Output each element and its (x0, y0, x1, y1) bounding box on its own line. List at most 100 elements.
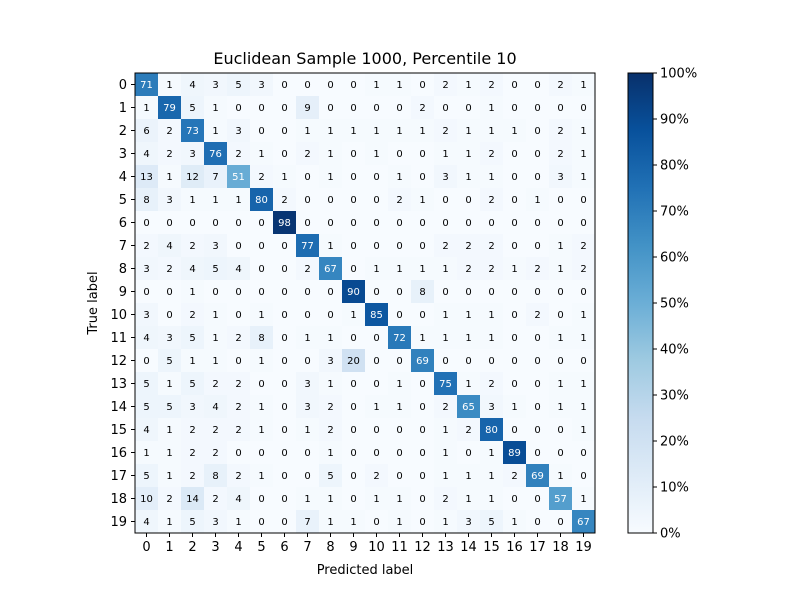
cell-value-label: 0 (511, 218, 517, 229)
heatmap-cell (434, 257, 458, 281)
heatmap-cell (526, 188, 550, 212)
colorbar-tick-label: 100% (660, 67, 697, 82)
cell-value-label: 0 (442, 287, 448, 298)
cell-value-label: 1 (373, 126, 379, 137)
heatmap-cell (135, 119, 159, 143)
y-tick-label: 3 (119, 147, 127, 162)
heatmap-cell (480, 73, 504, 97)
cell-value-label: 0 (235, 448, 241, 459)
heatmap-cell (250, 418, 274, 442)
cell-value-label: 0 (534, 103, 540, 114)
heatmap-cell (388, 73, 412, 97)
cell-value-label: 1 (465, 379, 471, 390)
cell-value-label: 0 (488, 356, 494, 367)
colorbar-tick-label: 70% (660, 205, 689, 220)
colorbar-tick-label: 10% (660, 481, 689, 496)
cell-value-label: 1 (580, 402, 586, 413)
heatmap-cell (503, 257, 527, 281)
heatmap-cell (296, 280, 320, 304)
cell-value-label: 3 (235, 126, 241, 137)
heatmap-cell (135, 280, 159, 304)
heatmap-cell (204, 211, 228, 235)
cell-value-label: 0 (212, 287, 218, 298)
cell-value-label: 0 (304, 310, 310, 321)
heatmap-cell (434, 418, 458, 442)
cell-value-label: 79 (163, 103, 176, 114)
heatmap-cell (572, 464, 596, 488)
heatmap-cell (388, 165, 412, 189)
cell-value-label: 0 (419, 172, 425, 183)
cell-value-label: 2 (580, 241, 586, 252)
heatmap-cell (388, 234, 412, 258)
y-tick-label: 4 (119, 170, 127, 185)
cell-value-label: 0 (396, 218, 402, 229)
cell-value-label: 2 (212, 494, 218, 505)
y-tick-label: 19 (110, 515, 127, 530)
cell-value-label: 0 (281, 356, 287, 367)
heatmap-cell (273, 510, 297, 534)
heatmap-cell (250, 96, 274, 120)
cell-value-label: 5 (166, 356, 172, 367)
heatmap-cell (204, 96, 228, 120)
heatmap-cell (135, 234, 159, 258)
cell-value-label: 0 (235, 103, 241, 114)
cell-value-label: 0 (258, 517, 264, 528)
heatmap-cell (526, 349, 550, 373)
cell-value-label: 1 (442, 425, 448, 436)
heatmap-cell (411, 234, 435, 258)
heatmap-cell (365, 257, 389, 281)
x-tick-label: 8 (326, 540, 334, 555)
cell-value-label: 1 (327, 448, 333, 459)
heatmap-cell (250, 257, 274, 281)
cell-value-label: 2 (235, 149, 241, 160)
cell-value-label: 2 (281, 195, 287, 206)
cell-value-label: 1 (373, 80, 379, 91)
cell-value-label: 0 (396, 241, 402, 252)
cell-value-label: 0 (419, 402, 425, 413)
cell-value-label: 2 (373, 471, 379, 482)
cell-value-label: 2 (235, 425, 241, 436)
heatmap-cell (181, 142, 205, 166)
heatmap-cell (503, 234, 527, 258)
heatmap-cell (434, 119, 458, 143)
cell-value-label: 2 (166, 264, 172, 275)
heatmap-cell (158, 326, 182, 350)
heatmap-cell (549, 280, 573, 304)
heatmap-cell (181, 119, 205, 143)
heatmap-cell (434, 280, 458, 304)
cell-value-label: 2 (557, 126, 563, 137)
heatmap-cell (342, 119, 366, 143)
heatmap-cell (250, 188, 274, 212)
heatmap-cell (480, 464, 504, 488)
heatmap-cell (503, 395, 527, 419)
cell-value-label: 0 (465, 448, 471, 459)
heatmap-cell (549, 510, 573, 534)
cell-value-label: 0 (534, 333, 540, 344)
cell-value-label: 2 (442, 402, 448, 413)
heatmap-cell (227, 165, 251, 189)
cell-value-label: 0 (258, 103, 264, 114)
heatmap-cell (572, 165, 596, 189)
x-tick-label: 13 (437, 540, 454, 555)
cell-value-label: 1 (166, 80, 172, 91)
cell-value-label: 0 (258, 126, 264, 137)
cell-value-label: 0 (557, 287, 563, 298)
heatmap-cell (181, 395, 205, 419)
heatmap-cell (204, 257, 228, 281)
cell-value-label: 0 (511, 333, 517, 344)
cell-value-label: 0 (534, 425, 540, 436)
cell-value-label: 1 (465, 126, 471, 137)
heatmap-cell (411, 372, 435, 396)
cell-value-label: 1 (465, 471, 471, 482)
x-axis-label: Predicted label (317, 563, 414, 578)
heatmap-cell (250, 234, 274, 258)
heatmap-cell (572, 73, 596, 97)
heatmap-cell (227, 280, 251, 304)
cell-value-label: 4 (143, 517, 149, 528)
cell-value-label: 0 (304, 172, 310, 183)
heatmap-cell (204, 372, 228, 396)
cell-value-label: 7 (304, 517, 310, 528)
heatmap-cell (204, 510, 228, 534)
heatmap-cell (319, 487, 343, 511)
